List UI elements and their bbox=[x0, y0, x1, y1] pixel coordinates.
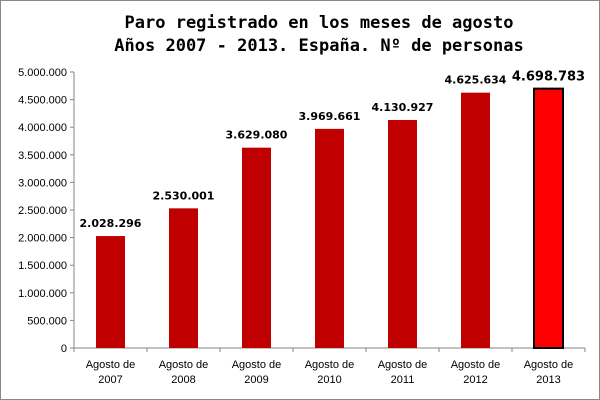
y-tick-label: 3.500.000 bbox=[18, 150, 67, 162]
x-tick-label: 2012 bbox=[463, 374, 487, 386]
y-tick-label: 2.500.000 bbox=[18, 205, 67, 217]
bar bbox=[388, 119, 417, 348]
bar-highlighted bbox=[533, 87, 564, 350]
data-label: 4.698.783 bbox=[512, 70, 585, 85]
x-tick-label: 2008 bbox=[171, 374, 195, 386]
bar bbox=[242, 147, 271, 348]
chart-title-line-1: Paro registrado en los meses de agosto bbox=[125, 13, 514, 33]
x-tick-label: 2009 bbox=[244, 374, 268, 386]
y-tick-label: 3.000.000 bbox=[18, 177, 67, 189]
x-tick-label: Agosto de bbox=[524, 359, 574, 371]
data-label: 3.629.080 bbox=[226, 129, 288, 142]
data-label: 4.130.927 bbox=[372, 101, 434, 114]
data-label: 2.028.296 bbox=[80, 217, 142, 230]
y-tick-label: 4.500.000 bbox=[18, 95, 67, 107]
x-tick-label: Agosto de bbox=[451, 359, 501, 371]
x-tick-label: 2007 bbox=[98, 374, 122, 386]
data-label: 3.969.661 bbox=[299, 110, 361, 123]
bar bbox=[461, 92, 490, 348]
y-tick-label: 4.000.000 bbox=[18, 122, 67, 134]
data-label: 4.625.634 bbox=[445, 74, 507, 87]
x-tick-label: Agosto de bbox=[232, 359, 282, 371]
x-tick-label: Agosto de bbox=[378, 359, 428, 371]
x-tick-label: 2010 bbox=[317, 374, 341, 386]
y-tick-label: 0 bbox=[61, 343, 67, 355]
y-tick-label: 1.500.000 bbox=[18, 260, 67, 272]
chart-title-line-2: Años 2007 - 2013. España. Nº de personas bbox=[114, 36, 523, 56]
y-tick-label: 5.000.000 bbox=[18, 67, 67, 79]
bar bbox=[96, 236, 125, 348]
data-label: 2.530.001 bbox=[153, 189, 215, 202]
x-tick-label: Agosto de bbox=[159, 359, 209, 371]
x-tick-label: Agosto de bbox=[86, 359, 136, 371]
x-tick-label: 2011 bbox=[391, 374, 415, 386]
y-tick-label: 1.000.000 bbox=[18, 288, 67, 300]
bar bbox=[315, 128, 344, 348]
bar bbox=[169, 208, 198, 348]
x-tick-label: 2013 bbox=[536, 374, 560, 386]
y-tick-label: 2.000.000 bbox=[18, 233, 67, 245]
x-tick-label: Agosto de bbox=[305, 359, 355, 371]
y-tick-label: 500.000 bbox=[27, 315, 67, 327]
